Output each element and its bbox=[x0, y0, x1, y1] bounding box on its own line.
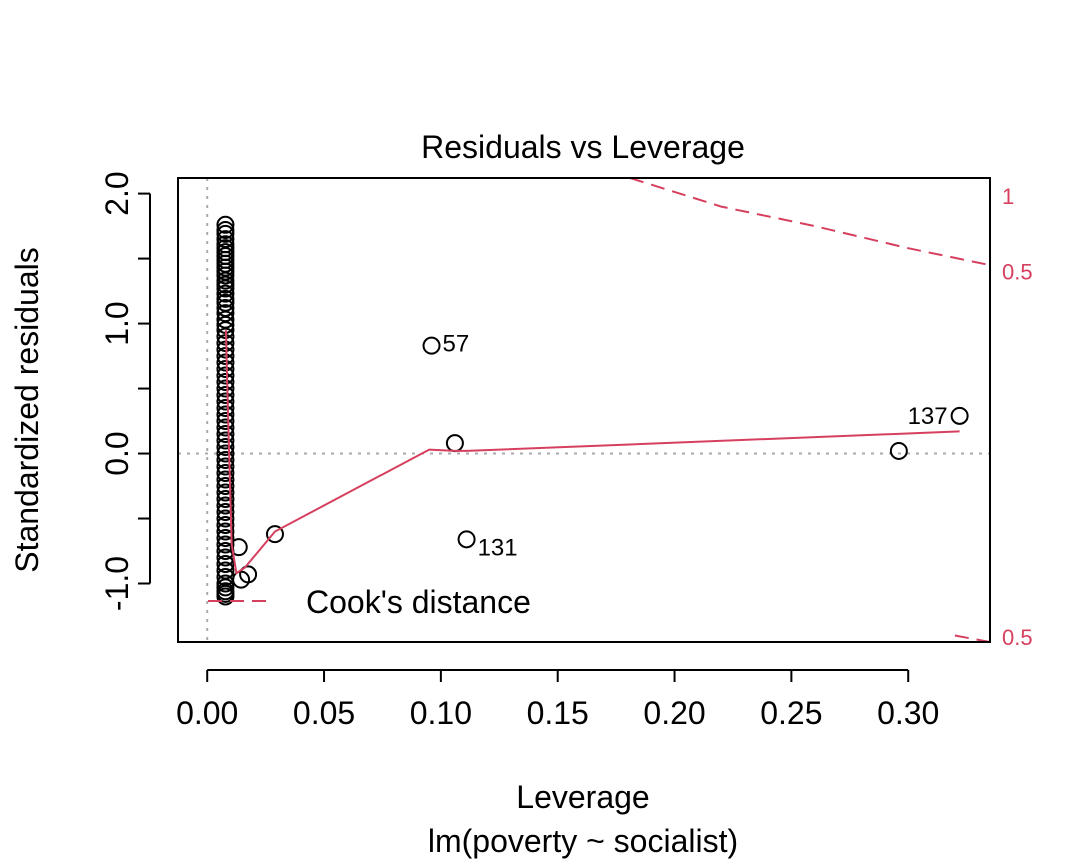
x-tick-label: 0.10 bbox=[410, 695, 472, 731]
data-point bbox=[216, 353, 235, 372]
point-label-131: 131 bbox=[478, 534, 518, 561]
data-point bbox=[216, 284, 235, 303]
x-tick-label: 0.00 bbox=[176, 695, 238, 731]
point-label-137: 137 bbox=[908, 403, 948, 430]
data-point bbox=[216, 360, 235, 379]
data-point bbox=[216, 379, 235, 398]
cooks-contour-label-1: 0.5 bbox=[1002, 260, 1033, 285]
data-point bbox=[216, 490, 235, 509]
data-point bbox=[216, 535, 235, 554]
x-tick-label: 0.25 bbox=[760, 695, 822, 731]
chart-subtitle: lm(poverty ~ socialist) bbox=[428, 823, 738, 859]
data-point bbox=[216, 224, 235, 243]
data-point bbox=[239, 565, 258, 584]
cooks-distance-contour-1 bbox=[629, 178, 990, 267]
data-point bbox=[216, 483, 235, 502]
point-label-57: 57 bbox=[443, 331, 470, 358]
data-point bbox=[216, 412, 235, 431]
data-point bbox=[216, 405, 235, 424]
data-point bbox=[216, 529, 235, 548]
data-point bbox=[445, 434, 464, 453]
data-point bbox=[216, 555, 235, 574]
data-point bbox=[216, 215, 235, 234]
x-tick-label: 0.05 bbox=[293, 695, 355, 731]
plot-frame bbox=[177, 177, 991, 643]
data-point bbox=[216, 366, 235, 385]
data-point bbox=[216, 373, 235, 392]
x-axis-label: Leverage bbox=[516, 779, 649, 815]
data-point bbox=[216, 503, 235, 522]
x-tick-label: 0.20 bbox=[643, 695, 705, 731]
data-point bbox=[216, 425, 235, 444]
data-point bbox=[216, 392, 235, 411]
data-point bbox=[216, 587, 235, 606]
data-point bbox=[216, 279, 235, 298]
data-point bbox=[216, 399, 235, 418]
data-point bbox=[950, 406, 969, 425]
x-tick-label: 0.30 bbox=[877, 695, 939, 731]
data-point bbox=[216, 457, 235, 476]
data-point bbox=[216, 386, 235, 405]
data-point bbox=[216, 431, 235, 450]
data-point bbox=[216, 451, 235, 470]
data-point bbox=[216, 496, 235, 515]
data-point bbox=[216, 266, 235, 285]
cooks-distance-contour-2 bbox=[954, 634, 990, 642]
smoother-line bbox=[224, 330, 960, 575]
chart-title: Residuals vs Leverage bbox=[421, 129, 745, 165]
cooks-contour-label-2: 0.5 bbox=[1002, 625, 1033, 650]
y-tick-label: -1.0 bbox=[99, 556, 135, 611]
data-point bbox=[216, 418, 235, 437]
data-point bbox=[889, 441, 908, 460]
y-tick-label: 1.0 bbox=[99, 301, 135, 345]
data-point bbox=[457, 530, 476, 549]
data-point bbox=[216, 470, 235, 489]
plot-area: 57 131 137 0.00 0.05 0.10 0.15 0.20 0.25 0.30 -1.0… bbox=[99, 171, 1033, 731]
data-point bbox=[216, 438, 235, 457]
y-tick-label: 2.0 bbox=[99, 171, 135, 215]
data-point bbox=[422, 336, 441, 355]
x-tick-label: 0.15 bbox=[527, 695, 589, 731]
data-point bbox=[265, 525, 284, 544]
data-point bbox=[216, 464, 235, 483]
y-tick-label: 0.0 bbox=[99, 431, 135, 475]
y-axis-label: Standardized residuals bbox=[9, 247, 45, 573]
data-point bbox=[216, 444, 235, 463]
cooks-contour-label-0: 1 bbox=[1002, 184, 1014, 209]
cooks-contours-group bbox=[629, 178, 990, 642]
data-point bbox=[216, 477, 235, 496]
data-point bbox=[216, 522, 235, 541]
data-point bbox=[216, 516, 235, 535]
data-point bbox=[229, 538, 248, 557]
data-point bbox=[216, 509, 235, 528]
legend-label: Cook's distance bbox=[306, 584, 531, 620]
